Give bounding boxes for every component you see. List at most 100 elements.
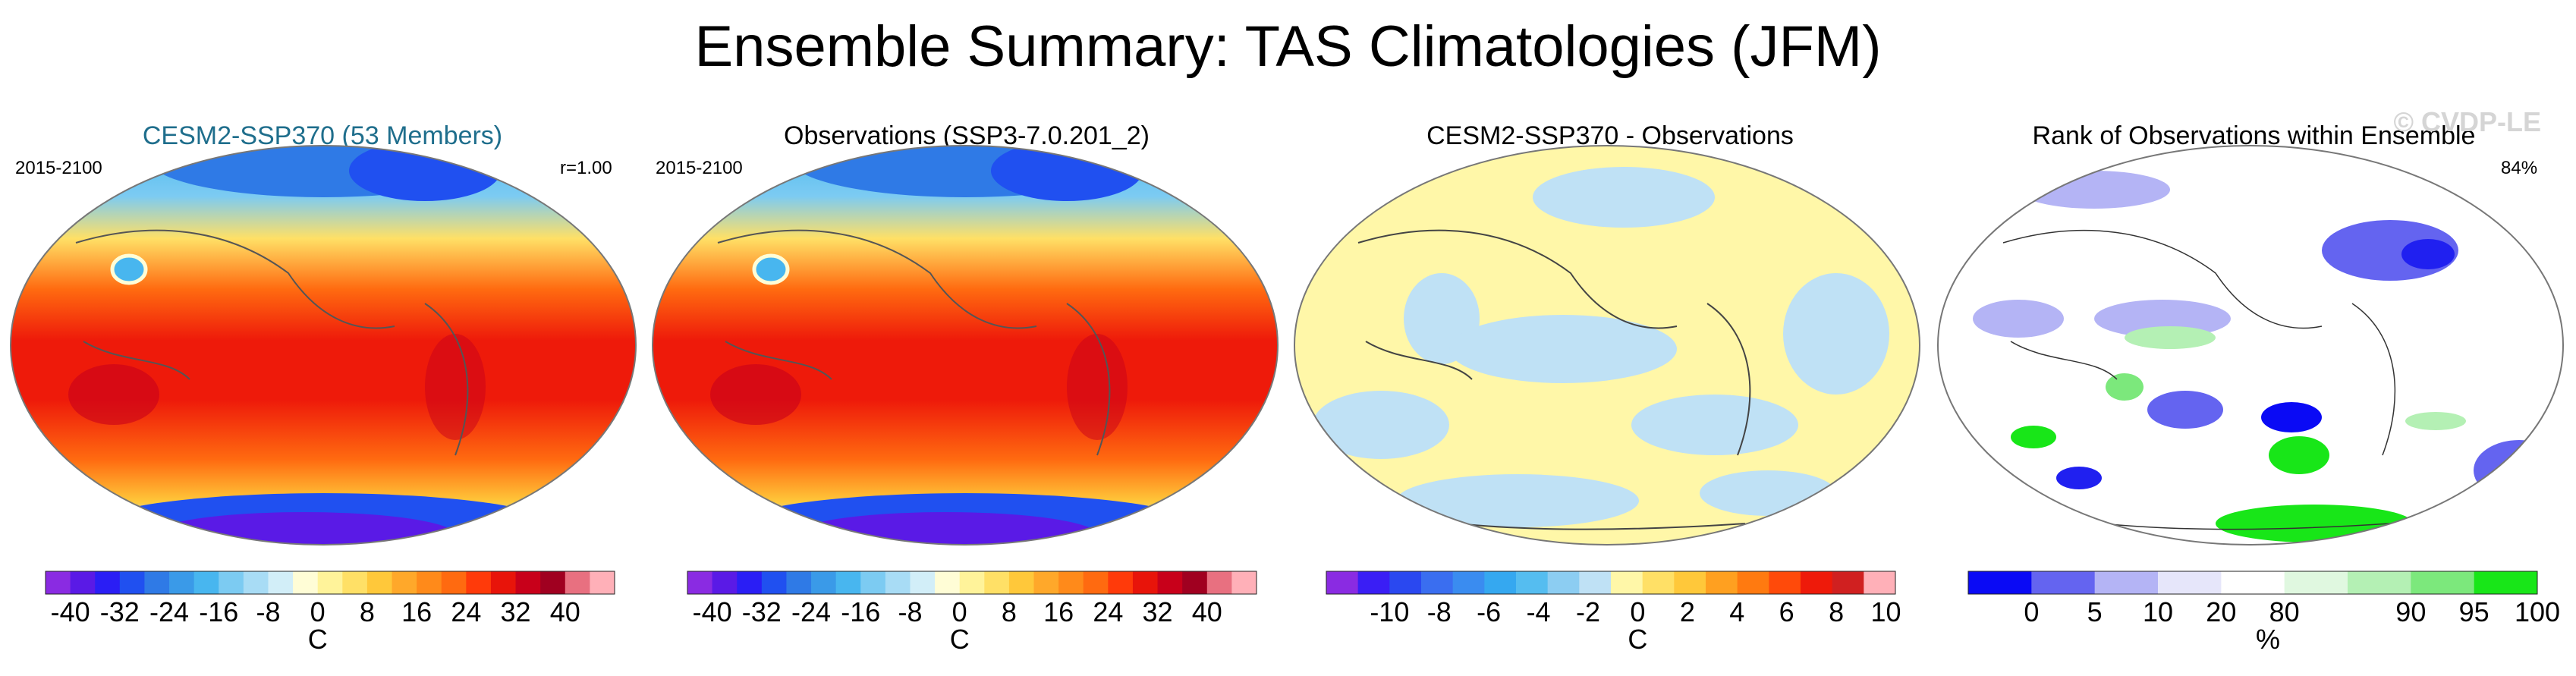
colorbar-swatch — [984, 571, 1010, 594]
colorbar-swatch — [317, 571, 343, 594]
greenland-cold-region — [110, 253, 148, 285]
colorbar-frame — [1326, 571, 1896, 595]
map-panel-2 — [653, 146, 1278, 545]
colorbar-swatch — [1182, 571, 1208, 594]
colorbar-swatch — [46, 571, 71, 594]
antarctic-core — [794, 512, 1097, 545]
colorbar-tick-label: 24 — [451, 596, 481, 627]
colorbar-tick-label: 32 — [501, 596, 531, 627]
colorbar-swatch — [910, 571, 936, 594]
colorbar-swatch — [70, 571, 96, 594]
figure-title: Ensemble Summary: TAS Climatologies (JFM… — [694, 14, 1882, 79]
map-border — [10, 145, 637, 546]
colorbar-tick-label: 0 — [310, 596, 326, 627]
rank-summary-label: 84% — [2501, 158, 2538, 178]
colorbar-swatch — [417, 571, 442, 594]
map-background — [1938, 146, 2563, 545]
rank-high-region — [2405, 412, 2466, 430]
diff-negative-region — [1533, 167, 1715, 228]
colorbar-swatch — [119, 571, 145, 594]
rank-high-region — [2269, 436, 2329, 474]
period-label: 2015-2100 — [15, 158, 102, 178]
colorbar-swatch — [169, 571, 195, 594]
colorbar-swatch — [193, 571, 219, 594]
colorbar-tick-label: -32 — [100, 596, 140, 627]
rank-high-region — [2106, 373, 2144, 401]
antarctic-core — [152, 512, 455, 545]
colorbar-tick-label: -2 — [1576, 596, 1600, 627]
colorbar-swatch — [466, 571, 492, 594]
colorbar-swatch — [1326, 571, 1359, 594]
colorbar-swatch — [2284, 571, 2348, 594]
diff-negative-region — [1396, 474, 1639, 527]
colorbar-swatch — [959, 571, 985, 594]
colorbar-swatch — [935, 571, 961, 594]
rank-high-region — [2011, 426, 2056, 448]
rank-low-region — [2018, 171, 2170, 209]
colorbar-swatch — [2348, 571, 2411, 594]
colorbar-tick-label: 5 — [2087, 596, 2103, 627]
colorbar-tick-label: -10 — [1370, 596, 1409, 627]
greenland-cold-region — [752, 253, 790, 285]
colorbar-tick-label: 8 — [1002, 596, 1017, 627]
map-border — [1294, 145, 1920, 546]
colorbar-swatch — [811, 571, 837, 594]
colorbar-swatch — [219, 571, 244, 594]
colorbar-tick-label: 40 — [1192, 596, 1222, 627]
colorbar-tick-label: -16 — [841, 596, 880, 627]
colorbar-swatch — [515, 571, 541, 594]
period-label: 2015-2100 — [656, 158, 743, 178]
colorbar-swatch — [1674, 571, 1706, 594]
colorbar-tick-label: 2 — [1680, 596, 1695, 627]
colorbar-swatch — [243, 571, 269, 594]
colorbar-swatch — [786, 571, 812, 594]
colorbar-swatch — [1157, 571, 1183, 594]
colorbar-swatch — [1769, 571, 1801, 594]
colorbar-swatch — [1357, 571, 1390, 594]
colorbar-swatch — [1132, 571, 1159, 594]
colorbar-tick-label: 4 — [1729, 596, 1744, 627]
colorbar-swatch — [860, 571, 886, 594]
colorbar-swatch — [1579, 571, 1612, 594]
colorbar-swatch — [2411, 571, 2475, 594]
colorbar-tick-label: 10 — [2143, 596, 2173, 627]
colorbar-swatch — [1452, 571, 1485, 594]
colorbar-tick-label: -16 — [199, 596, 238, 627]
correlation-label: r=1.00 — [560, 158, 612, 178]
coastline — [2002, 229, 2396, 530]
colorbar-swatch — [293, 571, 319, 594]
colorbar-swatch — [1968, 571, 2032, 594]
colorbar-tick-label: -8 — [898, 596, 922, 627]
colorbar-swatch — [1706, 571, 1738, 594]
colorbar-swatch — [144, 571, 170, 594]
colorbar-swatch — [366, 571, 393, 594]
rank-low-region — [2056, 467, 2102, 489]
colorbar-swatch — [1008, 571, 1035, 594]
colorbar-swatch — [1206, 571, 1232, 594]
colorbar-tick-label: -32 — [742, 596, 782, 627]
colorbar-tick-label: 6 — [1779, 596, 1794, 627]
diff-negative-region — [1783, 273, 1889, 395]
map-background — [653, 146, 1278, 545]
colorbar-swatch — [1484, 571, 1517, 594]
map-background — [11, 146, 636, 545]
colorbar-swatch — [1864, 571, 1896, 594]
colorbar-swatch — [441, 571, 467, 594]
colorbar-tick-label: 95 — [2459, 596, 2490, 627]
siberia-cold-region — [991, 146, 1143, 201]
rank-high-region — [2125, 326, 2216, 349]
map-border — [1937, 145, 2564, 546]
coastline — [717, 229, 1111, 456]
colorbar-swatch — [1231, 571, 1257, 594]
colorbar-tick-label: 8 — [1829, 596, 1844, 627]
australia-warm — [68, 364, 159, 425]
diff-negative-region — [1449, 315, 1677, 383]
rank-low-region — [2401, 239, 2455, 269]
coastline — [75, 229, 469, 456]
colorbar-swatch — [2474, 571, 2538, 594]
colorbar-swatch — [268, 571, 294, 594]
colorbar-tick-label: 80 — [2269, 596, 2300, 627]
siberia-cold-region — [349, 146, 501, 201]
colorbar-swatch — [1611, 571, 1643, 594]
colorbar-swatch — [490, 571, 517, 594]
